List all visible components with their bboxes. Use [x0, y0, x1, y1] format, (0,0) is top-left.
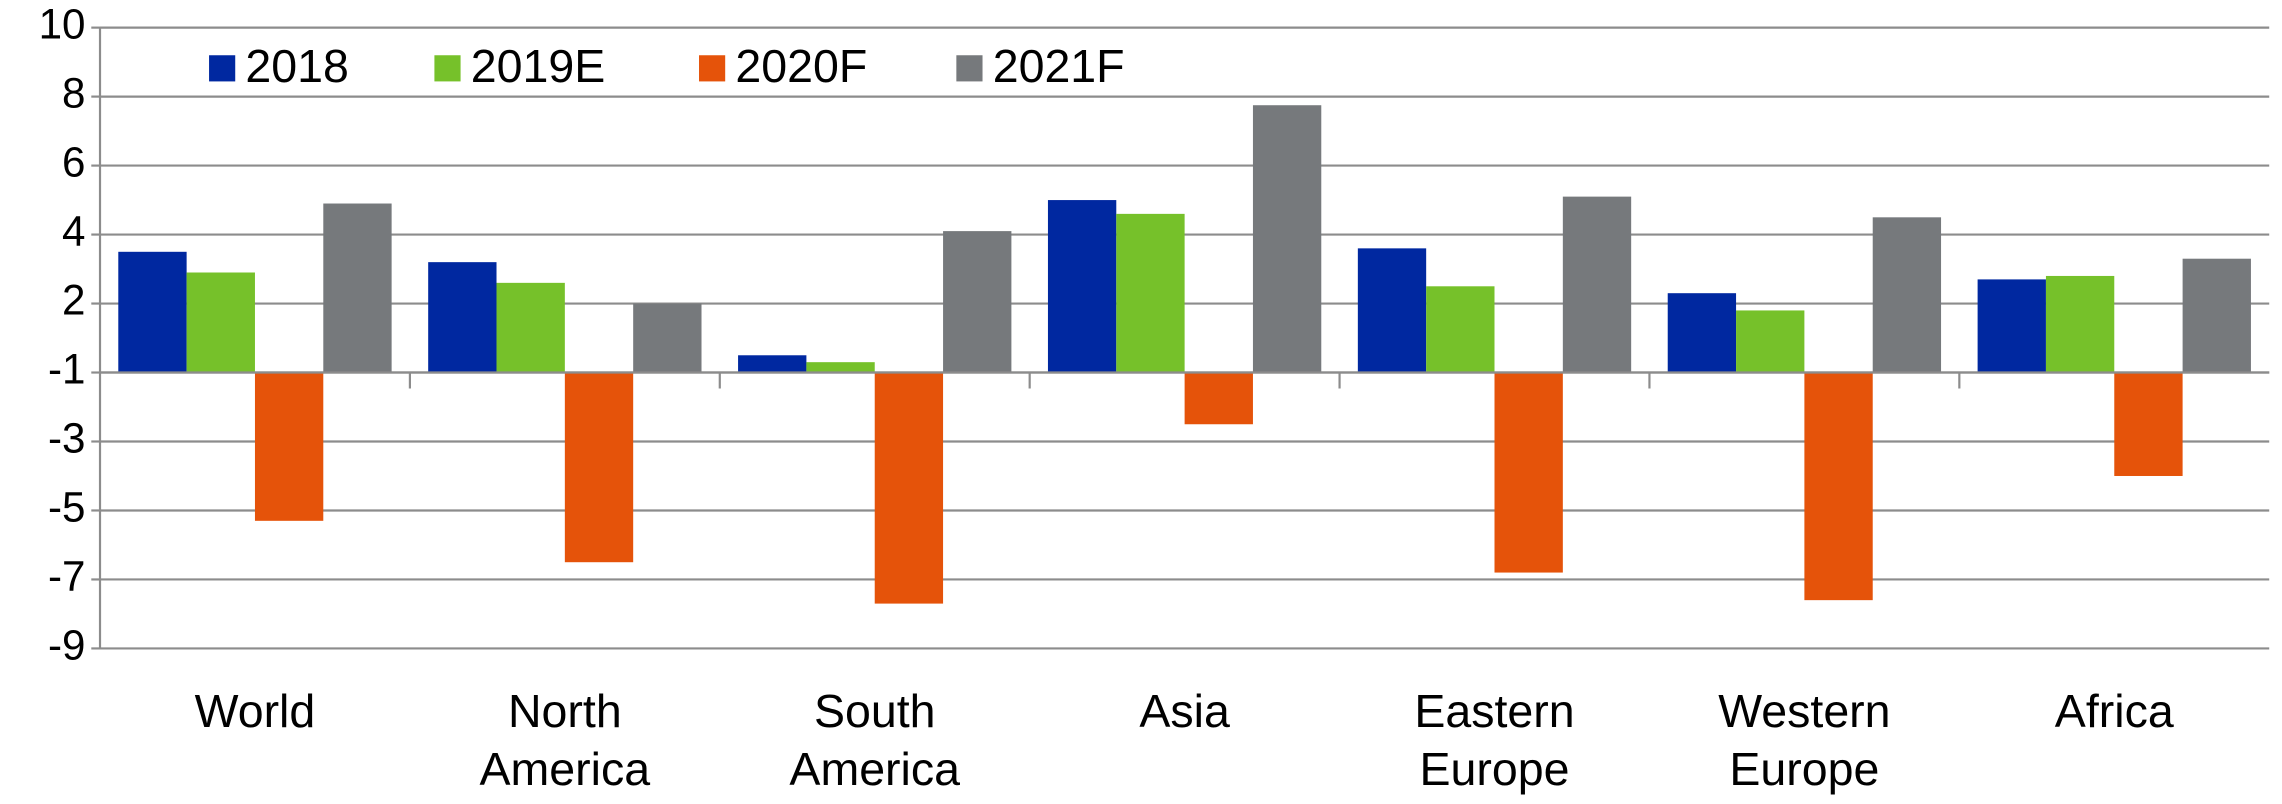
- bar: [633, 303, 702, 373]
- x-tick-label: World: [195, 685, 316, 737]
- legend-label: 2020F: [735, 40, 867, 92]
- bar: [1977, 279, 2046, 373]
- bar: [1872, 217, 1942, 373]
- x-tick-label: Africa: [2055, 685, 2174, 737]
- legend-swatch: [956, 55, 983, 82]
- y-tick-label: 2: [62, 277, 85, 324]
- x-tick-label: Western Europe: [1718, 685, 1890, 795]
- bar: [1736, 310, 1805, 373]
- bar: [1494, 372, 1563, 573]
- y-tick-label: 8: [62, 70, 85, 117]
- y-tick-label: -1: [48, 346, 85, 393]
- bar: [1804, 372, 1873, 601]
- bar: [2182, 258, 2251, 373]
- legend-swatch: [434, 55, 461, 82]
- bar: [186, 272, 255, 373]
- bar: [2045, 275, 2115, 373]
- legend-label: 2018: [245, 40, 348, 92]
- bar: [738, 355, 807, 373]
- bar: [1252, 105, 1322, 373]
- y-tick-label: 6: [62, 139, 85, 186]
- y-tick-label: -9: [48, 622, 85, 669]
- bar: [1667, 293, 1737, 373]
- bar: [1562, 196, 1632, 373]
- bar: [323, 203, 392, 373]
- x-tick-label: South America: [789, 685, 960, 795]
- bar: [874, 372, 944, 604]
- bar: [1426, 286, 1495, 373]
- x-tick-label: North America: [480, 685, 651, 795]
- bar: [118, 251, 187, 373]
- bar: [428, 262, 497, 373]
- legend-swatch: [209, 55, 236, 82]
- y-tick-label: 10: [39, 1, 86, 48]
- x-tick-label: Asia: [1139, 685, 1230, 737]
- y-tick-label: -5: [48, 484, 85, 531]
- bar: [1357, 248, 1427, 373]
- x-tick-label: Eastern Europe: [1414, 685, 1574, 795]
- bar: [254, 372, 324, 521]
- y-tick-label: 4: [62, 208, 85, 255]
- legend-label: 2021F: [993, 40, 1125, 92]
- bar: [1047, 200, 1117, 373]
- bar: [806, 362, 875, 373]
- legend-label: 2019E: [471, 40, 606, 92]
- legend-swatch: [699, 55, 726, 82]
- bar: [1116, 213, 1185, 373]
- bar: [496, 282, 565, 373]
- bar: [2114, 372, 2183, 476]
- y-tick-label: -3: [48, 415, 85, 462]
- bar: [564, 372, 634, 563]
- bar: [943, 231, 1012, 373]
- bar: [1184, 372, 1253, 425]
- y-tick-label: -7: [48, 553, 85, 600]
